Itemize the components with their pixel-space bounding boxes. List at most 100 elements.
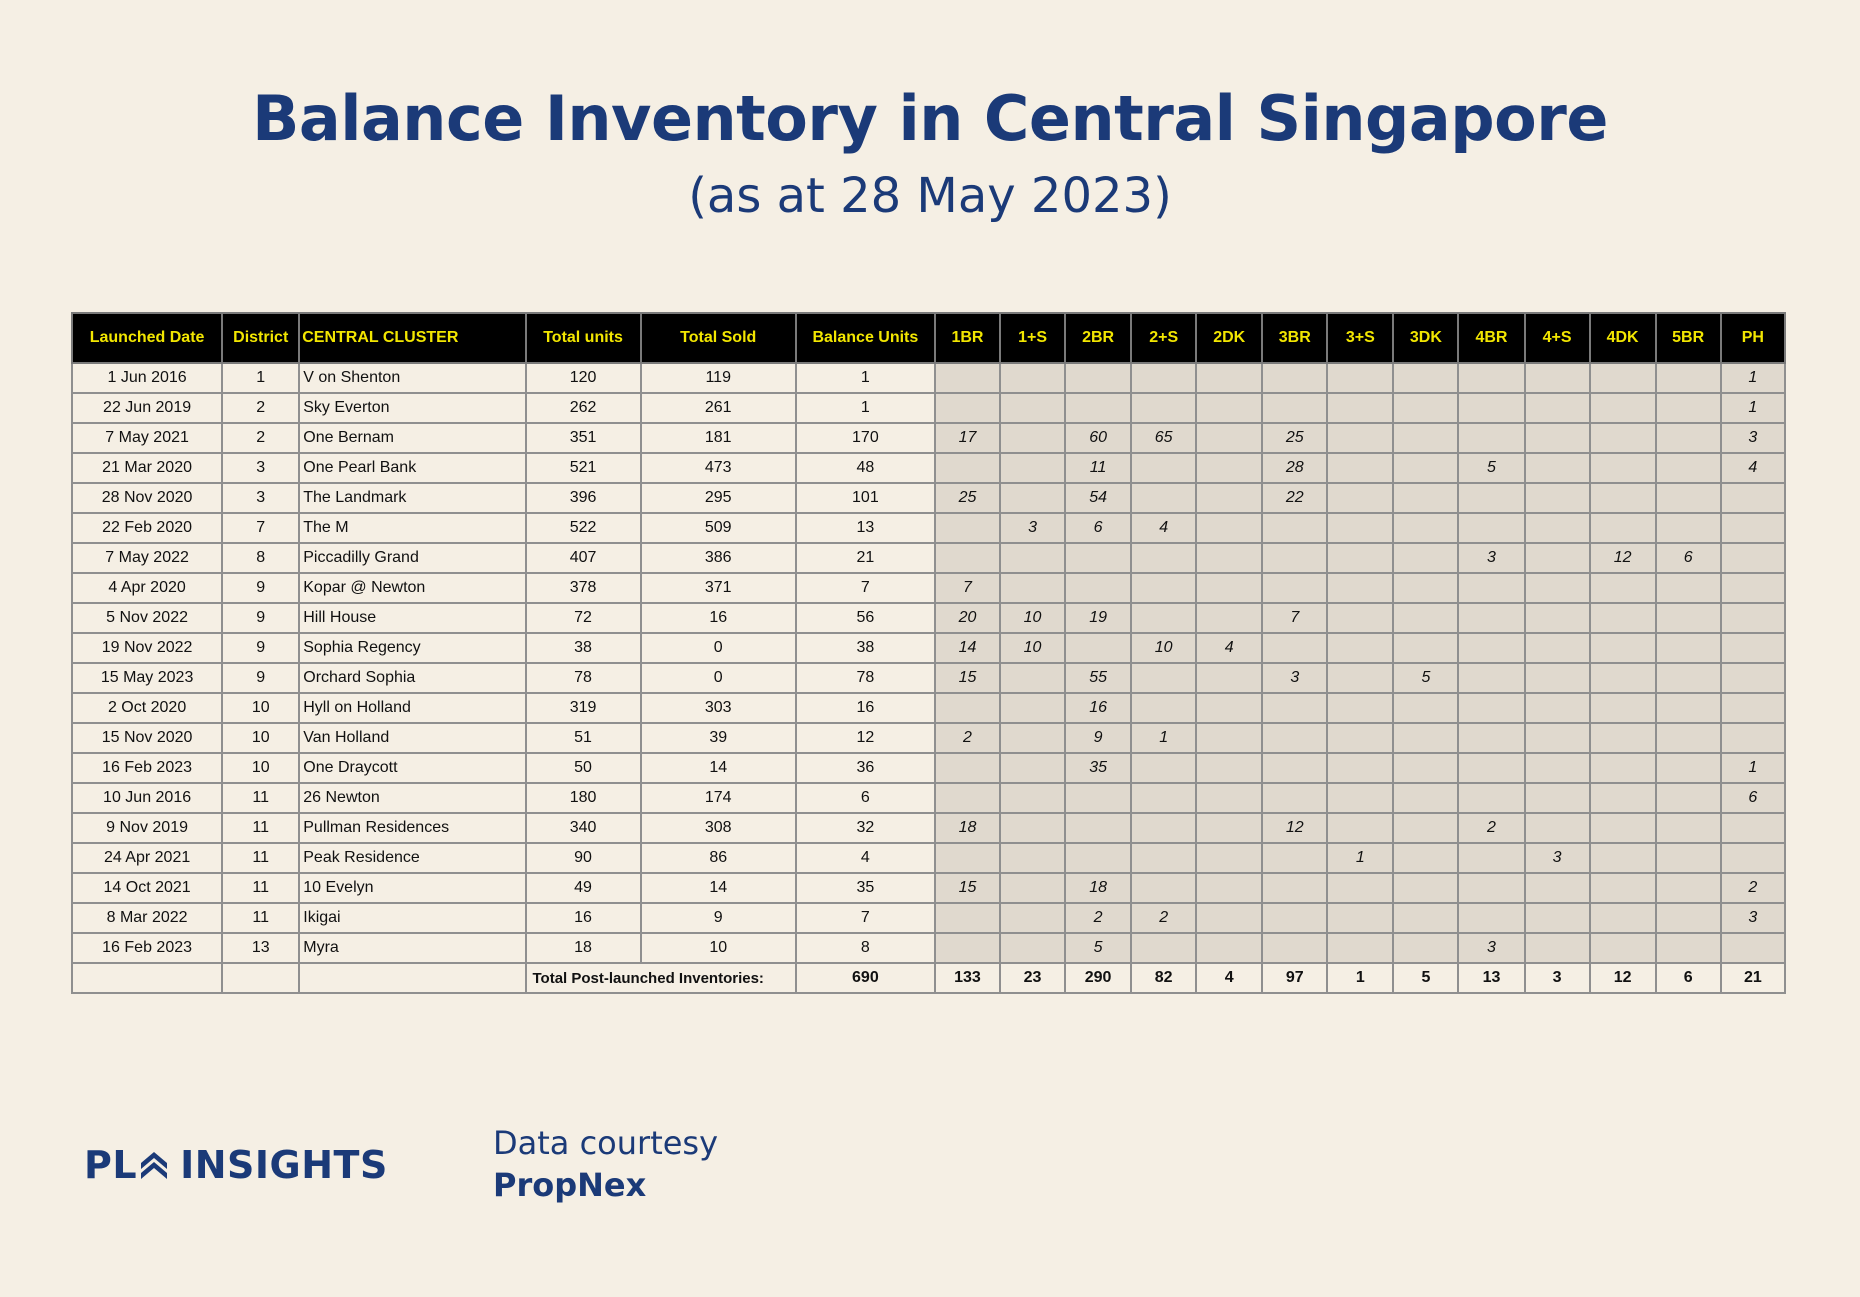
unit-type-cell: 10 [1130, 632, 1198, 664]
table-row: 19 Nov 2022 9 Sophia Regency 38 0 38 14 10 10 4 [70, 632, 1787, 664]
unit-type-cell [933, 542, 1002, 574]
table-cell: 50 [524, 752, 642, 784]
project-name-cell: Hill House [298, 602, 527, 634]
table-cell: 509 [639, 512, 797, 544]
total-cell: 690 [794, 962, 936, 994]
unit-type-cell [1195, 482, 1264, 514]
table-cell: 16 [524, 902, 642, 934]
table-cell: 396 [524, 482, 642, 514]
courtesy-label: Data courtesy [493, 1124, 719, 1162]
unit-type-cell [1523, 542, 1591, 574]
unit-type-cell [1392, 782, 1460, 814]
page-subtitle: (as at 28 May 2023) [688, 168, 1172, 224]
unit-type-cell [1130, 812, 1198, 844]
table-cell: 340 [524, 812, 642, 844]
unit-type-cell: 2 [933, 722, 1002, 754]
unit-type-cell [1588, 872, 1657, 904]
table-cell: 15 Nov 2020 [70, 722, 224, 754]
unit-type-cell [999, 362, 1067, 394]
table-row: 21 Mar 2020 3 One Pearl Bank 521 473 48 11 28 5 4 [70, 452, 1787, 484]
table-cell: 38 [794, 632, 936, 664]
unit-type-cell [1654, 722, 1722, 754]
table-row: 7 May 2021 2 One Bernam 351 181 170 17 60 65 25 3 [70, 422, 1787, 454]
unit-type-cell: 6 [1719, 782, 1787, 814]
column-header: 4DK [1588, 312, 1657, 364]
unit-type-cell [1719, 632, 1787, 664]
unit-type-cell [1130, 752, 1198, 784]
table-cell: 51 [524, 722, 642, 754]
unit-type-cell [1457, 722, 1526, 754]
unit-type-cell: 1 [1719, 752, 1787, 784]
table-cell: 308 [639, 812, 797, 844]
table-cell: 5 Nov 2022 [70, 602, 224, 634]
unit-type-cell [1523, 902, 1591, 934]
unit-type-cell [1261, 362, 1329, 394]
table-cell: 13 [794, 512, 936, 544]
logo-text-left: PL [84, 1143, 138, 1187]
unit-type-cell [1588, 482, 1657, 514]
unit-type-cell: 12 [1588, 542, 1657, 574]
unit-type-cell [1523, 872, 1591, 904]
unit-type-cell [933, 932, 1002, 964]
unit-type-cell [1326, 572, 1395, 604]
unit-type-cell: 3 [1719, 422, 1787, 454]
project-name-cell: Hyll on Holland [298, 692, 527, 724]
unit-type-cell [1064, 362, 1133, 394]
unit-type-cell [933, 752, 1002, 784]
unit-type-cell [1130, 842, 1198, 874]
table-cell: 473 [639, 452, 797, 484]
unit-type-cell [1195, 782, 1264, 814]
unit-type-cell [1719, 722, 1787, 754]
table-cell: 49 [524, 872, 642, 904]
table-cell: 181 [639, 422, 797, 454]
unit-type-cell [933, 842, 1002, 874]
unit-type-cell: 5 [1064, 932, 1133, 964]
unit-type-cell [1392, 512, 1460, 544]
unit-type-cell [1523, 692, 1591, 724]
unit-type-cell [999, 392, 1067, 424]
unit-type-cell: 22 [1261, 482, 1329, 514]
table-row: 22 Jun 2019 2 Sky Everton 262 261 1 1 [70, 392, 1787, 424]
unit-type-cell [1719, 812, 1787, 844]
unit-type-cell [999, 422, 1067, 454]
unit-type-cell [1392, 692, 1460, 724]
unit-type-cell [1588, 422, 1657, 454]
pli-logo: PL INSIGHTS [84, 1143, 388, 1187]
table-cell: 78 [524, 662, 642, 694]
unit-type-cell: 3 [1457, 932, 1526, 964]
unit-type-cell [999, 542, 1067, 574]
table-cell: 7 May 2021 [70, 422, 224, 454]
project-name-cell: 10 Evelyn [298, 872, 527, 904]
table-cell: 407 [524, 542, 642, 574]
table-cell: 2 [221, 392, 301, 424]
table-row: 9 Nov 2019 11 Pullman Residences 340 308 32 18… [70, 812, 1787, 844]
table-cell: 8 [794, 932, 936, 964]
unit-type-cell [1654, 872, 1722, 904]
unit-type-cell [1392, 392, 1460, 424]
table-cell: 120 [524, 362, 642, 394]
unit-type-cell [999, 812, 1067, 844]
unit-type-cell [1654, 662, 1722, 694]
unit-type-cell [1523, 752, 1591, 784]
unit-type-cell [1588, 662, 1657, 694]
table-row: 14 Oct 2021 11 10 Evelyn 49 14 35 15 18 2 [70, 872, 1787, 904]
unit-type-cell [1588, 362, 1657, 394]
unit-type-cell [1261, 842, 1329, 874]
unit-type-cell [1064, 572, 1133, 604]
unit-type-cell: 19 [1064, 602, 1133, 634]
unit-type-cell [999, 782, 1067, 814]
table-cell: 14 Oct 2021 [70, 872, 224, 904]
project-name-cell: Kopar @ Newton [298, 572, 527, 604]
unit-type-cell [1719, 482, 1787, 514]
table-cell: 32 [794, 812, 936, 844]
unit-type-cell [1130, 692, 1198, 724]
table-cell: 72 [524, 602, 642, 634]
table-cell: 19 Nov 2022 [70, 632, 224, 664]
unit-type-cell [999, 452, 1067, 484]
column-header: 4+S [1523, 312, 1591, 364]
unit-type-cell [1195, 662, 1264, 694]
unit-type-cell: 1 [1326, 842, 1395, 874]
unit-type-cell [1588, 842, 1657, 874]
unit-type-cell [1261, 512, 1329, 544]
unit-type-cell [933, 392, 1002, 424]
